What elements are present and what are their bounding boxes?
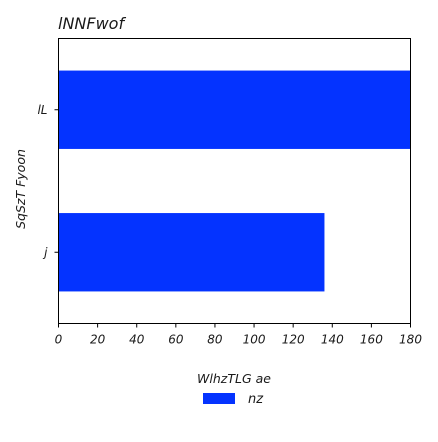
legend: nz — [203, 392, 264, 407]
x-tick-label: 120 — [282, 333, 305, 347]
x-tick-label: 160 — [360, 333, 383, 347]
chart-title: lNNFwof — [58, 14, 126, 33]
y-tick-label: lL — [37, 103, 47, 117]
x-tick-label: 80 — [207, 333, 223, 347]
x-tick-label: 180 — [399, 333, 422, 347]
x-tick-label: 60 — [168, 333, 184, 347]
legend-swatch-nz — [203, 393, 235, 404]
x-tick-label: 0 — [55, 333, 63, 347]
bar-lL — [58, 70, 411, 149]
x-tick-label: 100 — [243, 333, 266, 347]
y-axis-label: SqSzT Fyoon — [13, 149, 28, 229]
y-tick-label: j — [42, 245, 48, 259]
x-tick-label: 140 — [321, 333, 344, 347]
bars-layer — [58, 70, 411, 292]
y-axis-ticks: lL j — [37, 103, 59, 259]
legend-label-nz: nz — [248, 392, 264, 407]
x-axis-ticks: 0 20 40 60 80 100 120 140 160 180 — [55, 323, 422, 347]
x-tick-label: 20 — [90, 333, 106, 347]
bar-j — [58, 213, 325, 292]
plot-frame — [58, 38, 411, 324]
x-tick-label: 40 — [129, 333, 145, 347]
x-axis-label: WlhzTLG ae — [197, 371, 271, 386]
